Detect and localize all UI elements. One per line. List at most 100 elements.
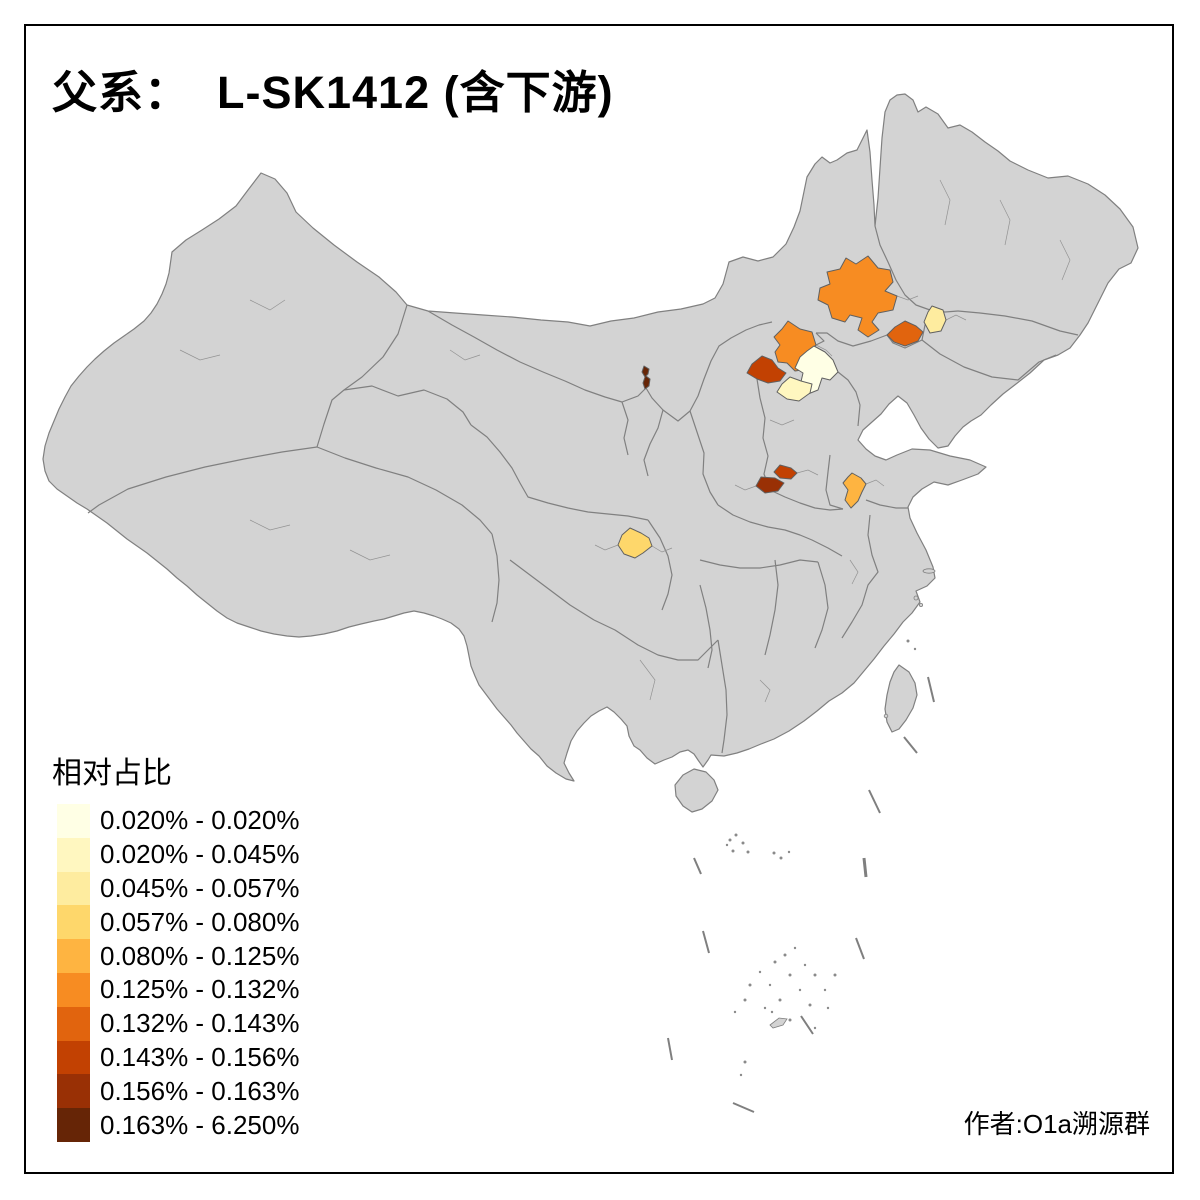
sea-islands-shape: [778, 998, 782, 1002]
province-borders-shape: [509, 559, 595, 621]
legend-row: 0.125% - 0.132%: [57, 972, 300, 1007]
prefecture-borders-shape: [759, 679, 771, 703]
legend-label: 0.020% - 0.045%: [100, 839, 300, 870]
province-borders-shape: [841, 514, 879, 639]
legend-swatch: [57, 1074, 90, 1109]
legend-row: 0.163% - 6.250%: [57, 1108, 299, 1142]
province-borders-shape: [717, 504, 843, 557]
province-borders-shape: [825, 454, 844, 510]
legend-label: 0.057% - 0.080%: [100, 906, 300, 937]
province-borders-shape: [764, 559, 779, 656]
sea-islands-shape: [787, 850, 791, 854]
sea-islands-shape: [813, 973, 817, 977]
legend-row: 0.080% - 0.125%: [57, 939, 299, 973]
province-borders-shape: [470, 424, 649, 521]
nine-dash-line-shape: [855, 937, 865, 960]
colored-regions: [617, 255, 947, 559]
legend-label: 0.125% - 0.132%: [100, 974, 300, 1005]
legend-title: 相对占比: [52, 757, 172, 790]
prefecture-borders: [179, 179, 1071, 703]
sea-islands-shape: [798, 988, 802, 992]
legend: 相对占比 0.020% - 0.020% 0.020% - 0.045% 0.045…: [52, 748, 299, 1142]
prefecture-borders-shape: [651, 545, 673, 553]
province-borders-shape: [316, 446, 493, 535]
legend-label: 0.132% - 0.143%: [100, 1008, 300, 1039]
province-borders-shape: [769, 489, 844, 511]
legend-label: 0.156% - 0.163%: [100, 1075, 300, 1106]
prefecture-borders-shape: [865, 479, 885, 487]
sea-islands-shape: [748, 983, 752, 987]
province-borders-shape: [756, 378, 771, 491]
province-borders-shape: [921, 339, 1057, 381]
province-borders-shape: [593, 619, 719, 661]
map-region-henan-west: [755, 476, 785, 494]
legend-label: 0.045% - 0.057%: [100, 872, 300, 903]
province-borders-shape: [87, 446, 318, 514]
province-borders-shape: [643, 409, 664, 477]
sea-islands-shape: [808, 1003, 812, 1007]
sea-islands-shape: [773, 960, 777, 964]
legend-rows: 0.020% - 0.020% 0.020% - 0.045% 0.045% - 0…: [57, 804, 299, 1142]
sea-islands-shape: [758, 970, 762, 974]
province-borders-shape: [865, 499, 908, 509]
sea-islands-shape: [813, 1026, 817, 1030]
sea-islands-shape: [733, 1010, 737, 1014]
nine-dash-line-shape: [903, 736, 918, 754]
sea-islands-shape: [779, 856, 783, 860]
prefecture-borders-shape: [249, 519, 291, 531]
province-borders-shape: [699, 584, 713, 669]
sea-islands-shape: [731, 849, 735, 853]
zhoushan-island-2: [919, 603, 924, 608]
legend-label: 0.080% - 0.125%: [100, 940, 300, 971]
legend-row: 0.143% - 0.156%: [57, 1040, 299, 1075]
legend-swatch: [57, 972, 90, 1007]
map-region-sliver: [641, 365, 651, 390]
province-borders-shape: [343, 385, 472, 426]
legend-swatch: [57, 1108, 90, 1142]
zhoushan-island: [913, 595, 919, 601]
sea-islands-shape: [772, 851, 776, 855]
province-borders-shape: [316, 304, 408, 448]
prefecture-borders-shape: [896, 295, 919, 301]
plot-title: 父系： L-SK1412 (含下游): [52, 67, 614, 118]
legend-row: 0.057% - 0.080%: [57, 905, 300, 940]
legend-row: 0.045% - 0.057%: [57, 871, 300, 906]
province-borders-shape: [427, 310, 773, 422]
nine-dash-line-shape: [868, 789, 881, 814]
province-borders-shape: [621, 401, 629, 456]
legend-label: 0.020% - 0.020%: [100, 805, 300, 836]
sea-islands-shape: [739, 1073, 743, 1077]
prefecture-borders-shape: [594, 544, 619, 551]
map-region-chifeng: [817, 255, 898, 338]
nine-dash-line-shape: [927, 676, 935, 703]
legend-swatch: [57, 1006, 90, 1041]
sea-islands-shape: [734, 833, 738, 837]
legend-swatch: [57, 804, 90, 838]
sea-islands-shape: [833, 973, 837, 977]
legend-row: 0.020% - 0.020%: [57, 804, 299, 838]
nine-dash-line-shape: [800, 1015, 814, 1035]
penghu-island: [883, 713, 889, 719]
nine-dash-line-shape: [667, 1037, 673, 1061]
prefecture-borders-shape: [449, 349, 481, 361]
prefecture-borders-shape: [769, 419, 795, 426]
province-borders-shape: [699, 559, 819, 569]
prefecture-borders-shape: [179, 349, 221, 361]
prefecture-borders-shape: [999, 199, 1011, 246]
province-borders-shape: [814, 561, 829, 649]
province-borders-shape: [689, 410, 719, 506]
map-region-datong: [746, 355, 787, 384]
hainan-island: [674, 768, 719, 813]
sea-islands-shape: [763, 1006, 767, 1010]
prefecture-borders-shape: [349, 549, 391, 561]
sea-islands-shape: [803, 963, 807, 967]
nine-dash-line-shape: [732, 1102, 755, 1113]
sea-islands-shape: [826, 1006, 830, 1010]
sea-islands-shape: [823, 988, 827, 992]
map-region-sichuan: [617, 527, 653, 559]
map-region-henan-north: [773, 464, 798, 480]
legend-swatch: [57, 939, 90, 973]
spratly-main-islet: [769, 1017, 788, 1029]
prefecture-borders-shape: [734, 484, 757, 491]
